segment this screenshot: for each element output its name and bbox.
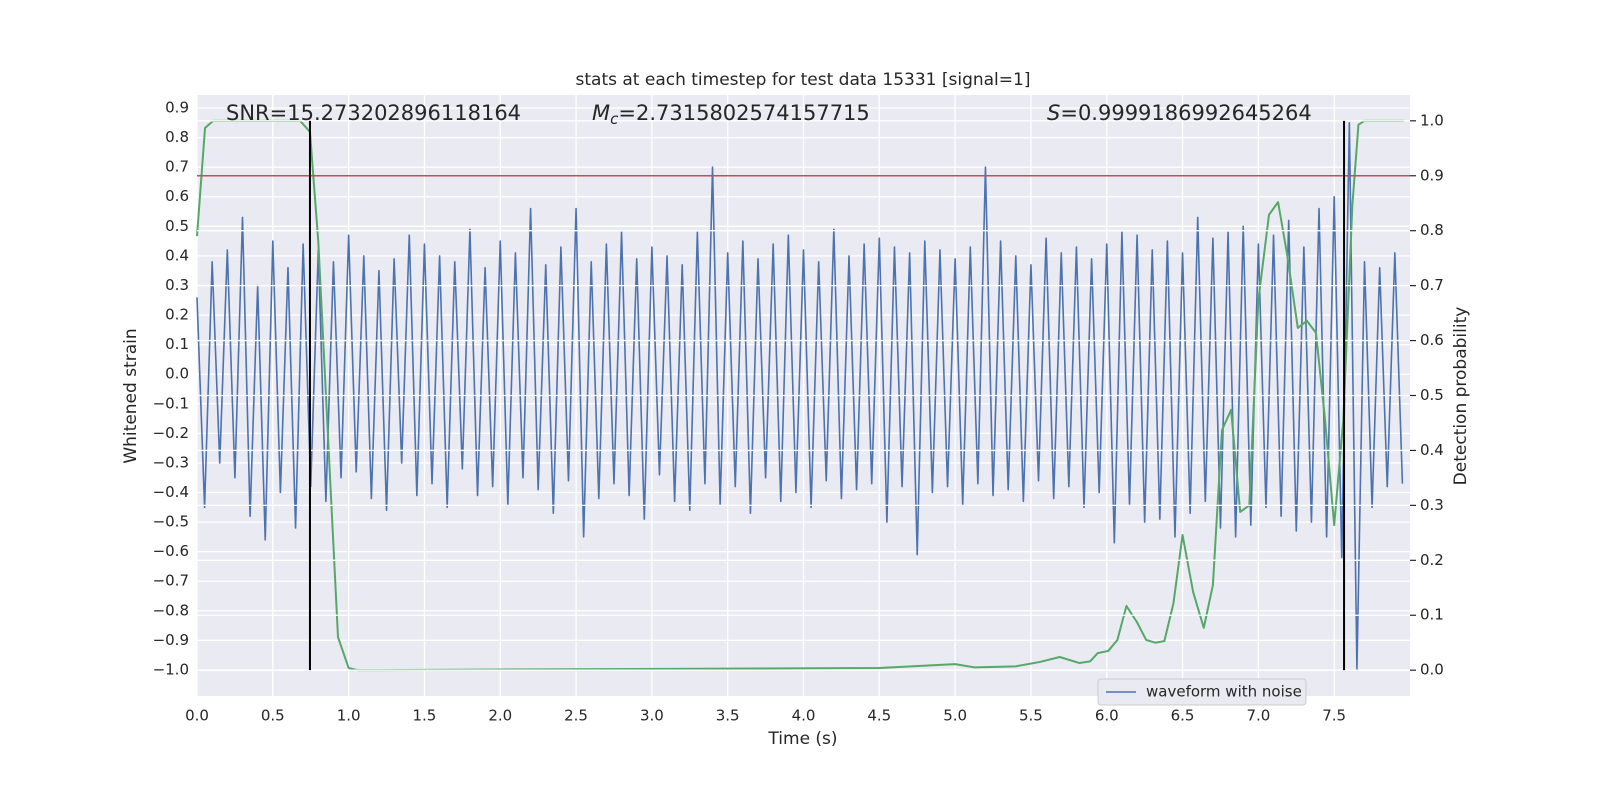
y-tick-label: −0.7 — [153, 572, 189, 590]
y2-tick-label: 0.5 — [1420, 386, 1444, 404]
y-tick-label: 0.4 — [165, 246, 189, 264]
y2-tick-label: 0.8 — [1420, 221, 1444, 239]
y-tick-label: −0.9 — [153, 631, 189, 649]
annotation-subscript: c — [610, 110, 619, 128]
y2-tick-label: 0.4 — [1420, 441, 1444, 459]
annotation-symbol: S — [1047, 101, 1060, 125]
x-tick-label: 2.5 — [564, 707, 588, 725]
chart-title: stats at each timestep for test data 153… — [576, 70, 1031, 90]
x-tick-label: 6.0 — [1095, 707, 1119, 725]
x-tick-label: 3.0 — [640, 707, 664, 725]
annotation-text: =0.9999186992645264 — [1060, 101, 1311, 125]
y2-tick-label: 0.2 — [1420, 551, 1444, 569]
legend-box — [1097, 678, 1307, 706]
y-tick-label: −0.8 — [153, 601, 189, 619]
y2-axis-label: Detection probability — [1451, 307, 1471, 486]
x-tick-label: 5.0 — [943, 707, 967, 725]
y2-tick-label: 1.0 — [1420, 111, 1444, 129]
x-tick-label: 4.0 — [792, 707, 816, 725]
y-tick-label: −0.1 — [153, 394, 189, 412]
y-tick-label: 0.9 — [165, 99, 189, 117]
y2-tick-label: 0.3 — [1420, 496, 1444, 514]
x-tick-label: 1.5 — [413, 707, 437, 725]
x-tick-label: 0.5 — [261, 707, 285, 725]
annotation: Mc=2.7315802574157715 — [592, 101, 870, 128]
annotation-text: =2.7315802574157715 — [618, 101, 869, 125]
annotation-symbol: M — [592, 101, 610, 125]
x-tick-label: 5.5 — [1019, 707, 1043, 725]
y-tick-label: 0.7 — [165, 158, 189, 176]
x-tick-label: 0.0 — [185, 707, 209, 725]
y-tick-label: −0.4 — [153, 483, 189, 501]
legend: waveform with noise — [1097, 678, 1307, 706]
y-tick-label: −1.0 — [153, 660, 189, 678]
annotation: S=0.9999186992645264 — [1047, 101, 1312, 125]
y-tick-label: 0.6 — [165, 187, 189, 205]
x-tick-label: 1.0 — [337, 707, 361, 725]
x-tick-label: 4.5 — [867, 707, 891, 725]
y2-tick-label: 0.9 — [1420, 166, 1444, 184]
x-tick-label: 7.0 — [1246, 707, 1270, 725]
legend-label: waveform with noise — [1146, 683, 1302, 701]
y-tick-label: −0.2 — [153, 424, 189, 442]
y-tick-label: −0.5 — [153, 513, 189, 531]
y2-tick-label: 0.1 — [1420, 606, 1444, 624]
y-tick-label: 0.0 — [165, 365, 189, 383]
x-tick-label: 2.0 — [488, 707, 512, 725]
y-tick-label: −0.6 — [153, 542, 189, 560]
annotation-text: SNR=15.273202896118164 — [226, 101, 521, 125]
y-tick-label: 0.3 — [165, 276, 189, 294]
y-tick-label: 0.5 — [165, 217, 189, 235]
x-axis-label: Time (s) — [767, 729, 837, 749]
x-tick-label: 3.5 — [716, 707, 740, 725]
y-tick-label: 0.8 — [165, 128, 189, 146]
y2-tick-label: 0.7 — [1420, 276, 1444, 294]
y2-tick-label: 0.0 — [1420, 661, 1444, 679]
y-axis-label: Whitened strain — [121, 328, 141, 463]
y-tick-label: 0.2 — [165, 306, 189, 324]
x-tick-label: 7.5 — [1322, 707, 1346, 725]
series-line — [196, 122, 1404, 671]
x-tick-label: 6.5 — [1171, 707, 1195, 725]
y2-tick-label: 0.6 — [1420, 331, 1444, 349]
y-tick-label: −0.3 — [153, 453, 189, 471]
y-tick-label: 0.1 — [165, 335, 189, 353]
annotation: SNR=15.273202896118164 — [226, 101, 521, 125]
